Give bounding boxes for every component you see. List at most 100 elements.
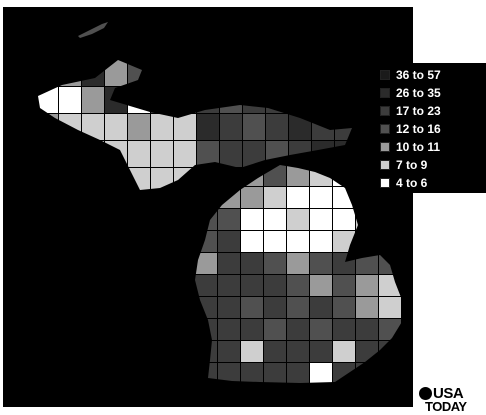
county-cell xyxy=(333,275,355,296)
county-cell xyxy=(335,114,352,140)
county-cell xyxy=(151,141,173,167)
county-cell xyxy=(335,141,352,167)
county-cell xyxy=(218,297,240,318)
legend-swatch xyxy=(380,106,390,116)
county-cell xyxy=(264,253,286,274)
county-cell xyxy=(241,165,263,186)
county-cell xyxy=(82,60,104,86)
county-cell xyxy=(218,165,240,186)
county-cell xyxy=(195,275,217,296)
county-cell xyxy=(195,297,217,318)
county-cell xyxy=(218,319,240,340)
county-cell xyxy=(266,87,288,113)
county-cell xyxy=(289,114,311,140)
county-cell xyxy=(266,141,288,167)
county-cell xyxy=(287,297,309,318)
county-cell xyxy=(59,168,81,190)
county-cell xyxy=(151,168,173,190)
county-cell xyxy=(195,319,217,340)
county-cell xyxy=(105,114,127,140)
county-cell xyxy=(241,253,263,274)
county-cell xyxy=(82,87,104,113)
county-cell xyxy=(333,319,355,340)
county-cell xyxy=(218,253,240,274)
county-cell xyxy=(195,165,217,186)
county-cell xyxy=(287,319,309,340)
county-cell xyxy=(310,187,332,208)
county-cell xyxy=(241,341,263,362)
legend-label: 7 to 9 xyxy=(396,158,428,172)
county-cell xyxy=(266,60,288,86)
logo-globe-icon xyxy=(419,387,432,400)
legend-item: 7 to 9 xyxy=(380,157,427,173)
county-cell xyxy=(333,341,355,362)
county-cell xyxy=(195,187,217,208)
usa-today-logo: USA TODAY xyxy=(419,385,481,414)
county-cell xyxy=(197,168,219,190)
county-cell xyxy=(243,114,265,140)
county-cell xyxy=(195,253,217,274)
county-cell xyxy=(243,141,265,167)
county-cell xyxy=(128,60,150,86)
county-cell xyxy=(287,231,309,252)
county-cell xyxy=(151,114,173,140)
logo-line-today: TODAY xyxy=(425,399,467,414)
county-cell xyxy=(333,253,355,274)
county-cell xyxy=(287,363,309,383)
legend-item: 10 to 11 xyxy=(380,139,440,155)
legend-item: 36 to 57 xyxy=(380,67,441,83)
legend: 36 to 57 26 to 35 17 to 23 12 to 16 10 t… xyxy=(372,63,486,193)
county-cell xyxy=(218,209,240,230)
county-cell xyxy=(287,209,309,230)
legend-item: 12 to 16 xyxy=(380,121,441,137)
county-cell xyxy=(356,319,378,340)
county-cell xyxy=(174,141,196,167)
county-cell xyxy=(310,253,332,274)
legend-label: 17 to 23 xyxy=(396,104,441,118)
county-cell xyxy=(218,363,240,383)
county-cell xyxy=(312,141,334,167)
county-cell xyxy=(266,114,288,140)
legend-label: 4 to 6 xyxy=(396,176,428,190)
county-cell xyxy=(356,209,378,230)
county-cell xyxy=(241,363,263,383)
county-cell xyxy=(333,209,355,230)
county-cell xyxy=(59,87,81,113)
county-cell xyxy=(241,187,263,208)
county-cell xyxy=(312,114,334,140)
county-cell xyxy=(264,231,286,252)
county-cell xyxy=(128,141,150,167)
county-cell xyxy=(264,297,286,318)
legend-label: 12 to 16 xyxy=(396,122,441,136)
county-cell xyxy=(220,87,242,113)
county-cell xyxy=(287,187,309,208)
county-cell xyxy=(82,168,104,190)
county-cell xyxy=(220,114,242,140)
legend-label: 26 to 35 xyxy=(396,86,441,100)
county-cell xyxy=(59,141,81,167)
county-cell xyxy=(105,60,127,86)
county-cell xyxy=(197,141,219,167)
county-cell xyxy=(38,114,58,140)
county-cell xyxy=(379,363,401,383)
county-cell xyxy=(218,231,240,252)
county-cell xyxy=(220,141,242,167)
county-cell xyxy=(333,297,355,318)
county-cell xyxy=(128,168,150,190)
legend-item: 26 to 35 xyxy=(380,85,441,101)
county-cell xyxy=(310,275,332,296)
county-cell xyxy=(128,114,150,140)
legend-swatch xyxy=(380,178,390,188)
county-cell xyxy=(174,60,196,86)
county-cell xyxy=(218,275,240,296)
county-cell xyxy=(195,363,217,383)
legend-swatch xyxy=(380,70,390,80)
county-cell xyxy=(379,253,401,274)
legend-label: 10 to 11 xyxy=(396,140,441,154)
county-cell xyxy=(197,114,219,140)
county-cell xyxy=(151,60,173,86)
county-cell xyxy=(264,165,286,186)
county-cell xyxy=(241,275,263,296)
county-cell xyxy=(38,60,58,86)
legend-swatch xyxy=(380,88,390,98)
